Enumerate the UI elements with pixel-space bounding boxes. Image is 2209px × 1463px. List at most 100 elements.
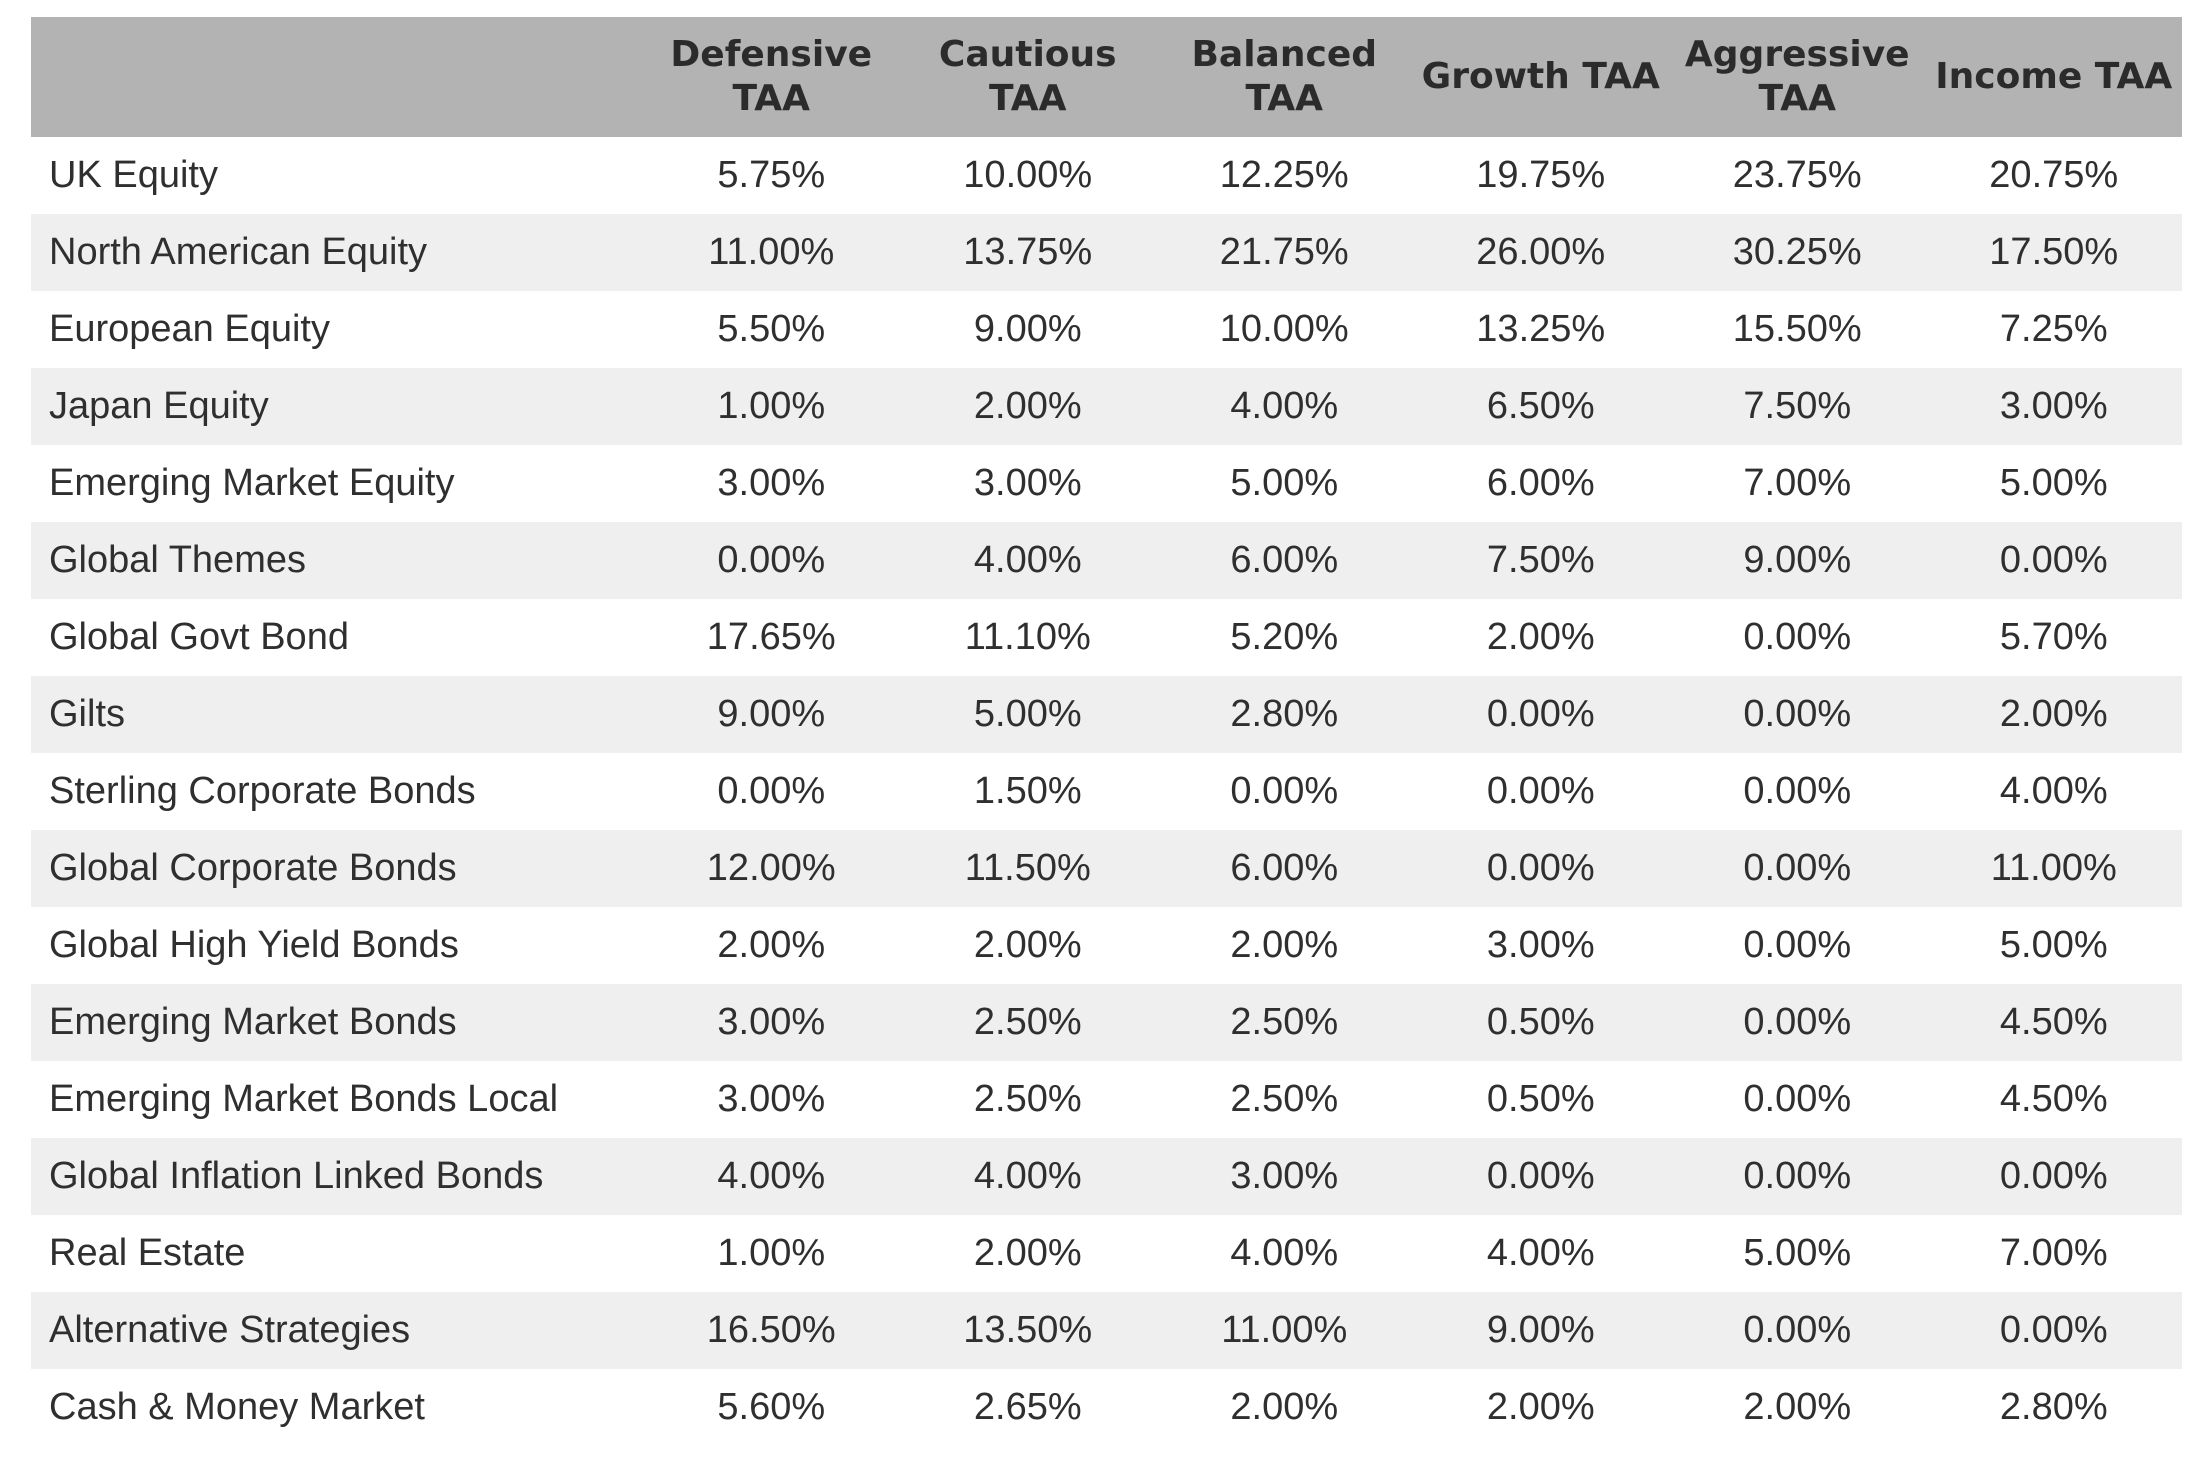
- row-label: Global Themes: [49, 539, 306, 581]
- cell-value: 19.75%: [1476, 154, 1606, 196]
- cell-value: 30.25%: [1732, 231, 1862, 273]
- allocation-table: Defensive TAA Cautious TAA Balanced TAA …: [31, 17, 2182, 1446]
- cell-value: 23.75%: [1732, 154, 1862, 196]
- cell-value: 7.00%: [1999, 1232, 2108, 1274]
- row-label: Global Govt Bond: [49, 616, 349, 658]
- row-label: Sterling Corporate Bonds: [49, 770, 476, 812]
- cell-value: 5.60%: [717, 1386, 826, 1428]
- cell-value: 10.00%: [963, 154, 1093, 196]
- cell-value: 0.00%: [1743, 1001, 1852, 1043]
- header-asset-class: [31, 17, 643, 137]
- cell-value: 2.00%: [1999, 693, 2108, 735]
- row-label: UK Equity: [49, 154, 218, 196]
- cell-value: 4.00%: [1999, 770, 2108, 812]
- cell-value: 5.20%: [1230, 616, 1339, 658]
- cell-value: 0.00%: [1486, 770, 1595, 812]
- table-row: Real Estate 1.00% 2.00% 4.00% 4.00% 5.00% 7.00…: [31, 1215, 2182, 1292]
- table-row: Gilts 9.00% 5.00% 2.80% 0.00% 0.00% 2.00%: [31, 676, 2182, 753]
- cell-value: 2.50%: [1230, 1078, 1339, 1120]
- cell-value: 6.00%: [1486, 462, 1595, 504]
- cell-value: 2.00%: [1743, 1386, 1852, 1428]
- table-row: Sterling Corporate Bonds 0.00% 1.50% 0.00% 0…: [31, 753, 2182, 830]
- cell-value: 9.00%: [1486, 1309, 1595, 1351]
- table-row: Global Corporate Bonds 12.00% 11.50% 6.00% 0…: [31, 830, 2182, 907]
- cell-value: 0.00%: [1999, 1309, 2108, 1351]
- cell-value: 2.50%: [1230, 1001, 1339, 1043]
- table-row: Cash & Money Market 5.60% 2.65% 2.00% 2.00% 2…: [31, 1369, 2182, 1446]
- cell-value: 0.00%: [717, 539, 826, 581]
- table-row: Emerging Market Bonds 3.00% 2.50% 2.50% 0.50…: [31, 984, 2182, 1061]
- cell-value: 0.00%: [1230, 770, 1339, 812]
- cell-value: 5.75%: [717, 154, 826, 196]
- cell-value: 4.00%: [1486, 1232, 1595, 1274]
- row-label: Global Corporate Bonds: [49, 847, 457, 889]
- cell-value: 4.50%: [1999, 1078, 2108, 1120]
- cell-value: 1.50%: [973, 770, 1082, 812]
- table-row: Alternative Strategies 16.50% 13.50% 11.00%…: [31, 1292, 2182, 1369]
- table-body: UK Equity 5.75% 10.00% 12.25% 19.75% 23.75% 20…: [31, 137, 2182, 1446]
- table-row: Emerging Market Equity 3.00% 3.00% 5.00% 6.0…: [31, 445, 2182, 522]
- cell-value: 0.00%: [1999, 1155, 2108, 1197]
- table-row: European Equity 5.50% 9.00% 10.00% 13.25% 15.…: [31, 291, 2182, 368]
- header-income-taa: Income TAA: [1935, 56, 2173, 97]
- cell-value: 2.00%: [1230, 1386, 1339, 1428]
- cell-value: 0.00%: [1743, 924, 1852, 966]
- cell-value: 2.00%: [1486, 616, 1595, 658]
- cell-value: 17.50%: [1989, 231, 2119, 273]
- cell-value: 11.10%: [964, 616, 1091, 658]
- cell-value: 2.00%: [973, 1232, 1082, 1274]
- cell-value: 0.00%: [1743, 1155, 1852, 1197]
- cell-value: 6.00%: [1230, 847, 1339, 889]
- row-label: Emerging Market Bonds: [49, 1001, 457, 1043]
- cell-value: 4.00%: [1230, 385, 1339, 427]
- header-defensive-taa: Defensive TAA: [670, 34, 873, 119]
- row-label: Global High Yield Bonds: [49, 924, 459, 966]
- cell-value: 1.00%: [717, 385, 826, 427]
- cell-value: 7.50%: [1743, 385, 1852, 427]
- row-label: North American Equity: [49, 231, 428, 273]
- cell-value: 1.00%: [717, 1232, 826, 1274]
- allocation-table-container: Defensive TAA Cautious TAA Balanced TAA …: [31, 17, 2182, 1446]
- cell-value: 2.80%: [1230, 693, 1339, 735]
- cell-value: 3.00%: [717, 462, 826, 504]
- cell-value: 16.50%: [706, 1309, 836, 1351]
- table-header: Defensive TAA Cautious TAA Balanced TAA …: [31, 17, 2182, 137]
- cell-value: 20.75%: [1989, 154, 2119, 196]
- cell-value: 26.00%: [1476, 231, 1606, 273]
- cell-value: 12.25%: [1219, 154, 1349, 196]
- cell-value: 2.65%: [973, 1386, 1082, 1428]
- cell-value: 0.00%: [1743, 693, 1852, 735]
- cell-value: 9.00%: [717, 693, 826, 735]
- row-label: Alternative Strategies: [49, 1309, 411, 1351]
- row-label: Gilts: [49, 693, 125, 735]
- cell-value: 0.00%: [1743, 847, 1852, 889]
- cell-value: 0.00%: [1486, 847, 1595, 889]
- row-label: Cash & Money Market: [49, 1386, 425, 1428]
- cell-value: 6.00%: [1230, 539, 1339, 581]
- row-label: Emerging Market Bonds Local: [49, 1078, 559, 1120]
- cell-value: 5.50%: [717, 308, 826, 350]
- cell-value: 0.00%: [1999, 539, 2108, 581]
- cell-value: 5.00%: [1999, 462, 2108, 504]
- cell-value: 3.00%: [1999, 385, 2108, 427]
- cell-value: 4.00%: [973, 1155, 1082, 1197]
- cell-value: 13.75%: [963, 231, 1093, 273]
- cell-value: 0.50%: [1486, 1001, 1595, 1043]
- cell-value: 0.00%: [1486, 693, 1595, 735]
- cell-value: 6.50%: [1486, 385, 1595, 427]
- cell-value: 7.00%: [1743, 462, 1852, 504]
- header-cautious-taa: Cautious TAA: [938, 34, 1117, 119]
- cell-value: 4.50%: [1999, 1001, 2108, 1043]
- cell-value: 2.00%: [973, 385, 1082, 427]
- cell-value: 2.80%: [1999, 1386, 2108, 1428]
- cell-value: 0.00%: [1486, 1155, 1595, 1197]
- table-row: Emerging Market Bonds Local 3.00% 2.50% 2.5…: [31, 1061, 2182, 1138]
- cell-value: 4.00%: [1230, 1232, 1339, 1274]
- table-row: Global High Yield Bonds 2.00% 2.00% 2.00% 3.…: [31, 907, 2182, 984]
- row-label: Global Inflation Linked Bonds: [49, 1155, 544, 1197]
- cell-value: 0.50%: [1486, 1078, 1595, 1120]
- cell-value: 0.00%: [1743, 770, 1852, 812]
- cell-value: 10.00%: [1219, 308, 1349, 350]
- cell-value: 0.00%: [1743, 1078, 1852, 1120]
- cell-value: 4.00%: [717, 1155, 826, 1197]
